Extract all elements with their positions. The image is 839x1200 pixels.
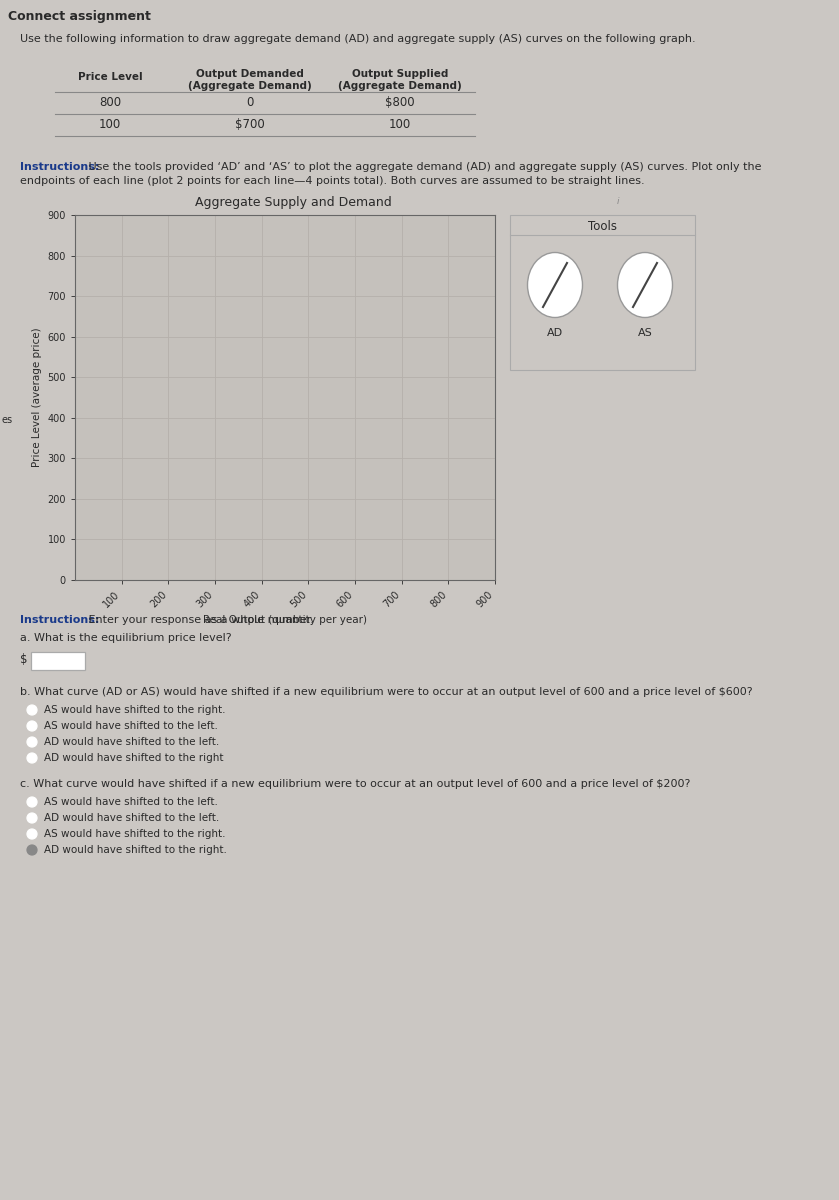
Text: AS would have shifted to the right.: AS would have shifted to the right. bbox=[44, 704, 226, 715]
Text: 100: 100 bbox=[99, 119, 121, 132]
Text: AD would have shifted to the right.: AD would have shifted to the right. bbox=[44, 845, 227, 854]
Text: Use the following information to draw aggregate demand (AD) and aggregate supply: Use the following information to draw ag… bbox=[20, 34, 696, 44]
Text: AS would have shifted to the left.: AS would have shifted to the left. bbox=[44, 721, 218, 731]
Circle shape bbox=[128, 8, 142, 23]
Circle shape bbox=[27, 814, 37, 823]
Circle shape bbox=[526, 391, 544, 409]
Text: Connect assignment: Connect assignment bbox=[8, 10, 151, 23]
Text: AS would have shifted to the left.: AS would have shifted to the left. bbox=[44, 797, 218, 806]
Text: $700: $700 bbox=[235, 119, 265, 132]
Text: AD would have shifted to the left.: AD would have shifted to the left. bbox=[44, 814, 219, 823]
Text: Tools: Tools bbox=[588, 220, 617, 233]
Text: i: i bbox=[133, 12, 136, 20]
Text: Instructions:: Instructions: bbox=[20, 614, 99, 625]
Text: c. What curve would have shifted if a new equilibrium were to occur at an output: c. What curve would have shifted if a ne… bbox=[20, 779, 690, 790]
Circle shape bbox=[27, 704, 37, 715]
Circle shape bbox=[27, 829, 37, 839]
Text: Use the tools provided ‘AD’ and ‘AS’ to plot the aggregate demand (AD) and aggre: Use the tools provided ‘AD’ and ‘AS’ to … bbox=[85, 162, 762, 172]
Circle shape bbox=[27, 737, 37, 746]
Text: a. What is the equilibrium price level?: a. What is the equilibrium price level? bbox=[20, 634, 232, 643]
Text: b. What curve (AD or AS) would have shifted if a new equilibrium were to occur a: b. What curve (AD or AS) would have shif… bbox=[20, 686, 753, 697]
X-axis label: Real Output (quantity per year): Real Output (quantity per year) bbox=[203, 614, 367, 625]
Text: es: es bbox=[2, 415, 13, 425]
Text: Output Supplied
(Aggregate Demand): Output Supplied (Aggregate Demand) bbox=[338, 68, 462, 90]
Text: Instructions:: Instructions: bbox=[20, 162, 99, 172]
Text: AD would have shifted to the left.: AD would have shifted to the left. bbox=[44, 737, 219, 746]
FancyBboxPatch shape bbox=[31, 652, 85, 670]
Text: Enter your response as a whole number.: Enter your response as a whole number. bbox=[85, 614, 314, 625]
Text: $800: $800 bbox=[385, 96, 414, 109]
Text: 100: 100 bbox=[388, 119, 411, 132]
Text: AD: AD bbox=[547, 328, 563, 338]
Text: endpoints of each line (plot 2 points for each line—4 points total). Both curves: endpoints of each line (plot 2 points fo… bbox=[20, 176, 644, 186]
Text: AS: AS bbox=[638, 328, 653, 338]
FancyBboxPatch shape bbox=[510, 215, 695, 370]
Text: Aggregate Supply and Demand: Aggregate Supply and Demand bbox=[195, 196, 392, 209]
Ellipse shape bbox=[528, 252, 582, 318]
Y-axis label: Price Level (average price): Price Level (average price) bbox=[32, 328, 42, 467]
Circle shape bbox=[611, 194, 625, 208]
Text: i: i bbox=[617, 197, 619, 205]
Text: 0: 0 bbox=[247, 96, 253, 109]
Text: Output Demanded
(Aggregate Demand): Output Demanded (Aggregate Demand) bbox=[188, 68, 312, 90]
Ellipse shape bbox=[618, 252, 673, 318]
Text: AS would have shifted to the right.: AS would have shifted to the right. bbox=[44, 829, 226, 839]
Text: AD would have shifted to the right: AD would have shifted to the right bbox=[44, 754, 223, 763]
Text: Price Level: Price Level bbox=[78, 72, 143, 82]
Circle shape bbox=[27, 845, 37, 854]
Circle shape bbox=[27, 721, 37, 731]
Circle shape bbox=[27, 754, 37, 763]
Text: 800: 800 bbox=[99, 96, 121, 109]
Text: $: $ bbox=[20, 653, 28, 666]
Circle shape bbox=[27, 797, 37, 806]
